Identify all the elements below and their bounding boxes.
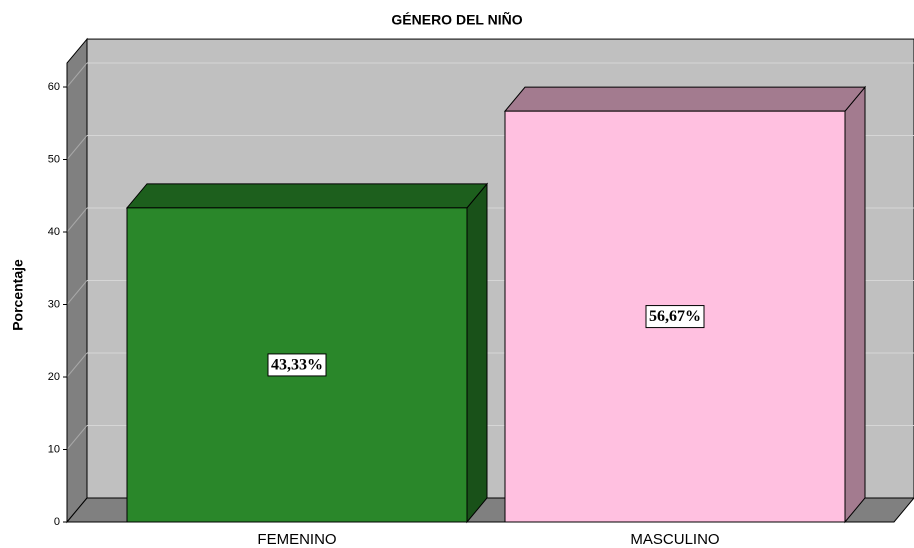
y-tick-label: 10 [48,443,60,455]
y-tick-label: 60 [48,81,60,93]
y-tick-label: 40 [48,226,60,238]
y-tick-label: 0 [54,516,60,528]
value-label: 43,33% [271,357,323,374]
x-tick-label: FEMENINO [257,531,336,548]
y-tick-label: 30 [48,298,60,310]
value-label-box [267,353,327,377]
value-label: 56,67% [649,308,701,325]
y-tick-label: 50 [48,153,60,165]
grid-line [66,135,88,160]
grid-line [66,280,88,305]
bar-top [125,183,489,209]
grid-line [66,207,88,233]
y-axis-label: Porcentaje [10,259,26,331]
value-label-box [645,305,705,329]
bar-side [844,85,866,524]
grid-line [66,425,88,450]
grid-line [66,62,88,88]
left-wall [66,37,88,524]
bar-side [466,182,488,524]
chart-title: GÉNERO DEL NIÑO [391,11,522,28]
bar-top [503,86,867,112]
grid-line [66,352,88,378]
y-tick-label: 20 [48,371,60,383]
x-tick-label: MASCULINO [630,531,719,548]
